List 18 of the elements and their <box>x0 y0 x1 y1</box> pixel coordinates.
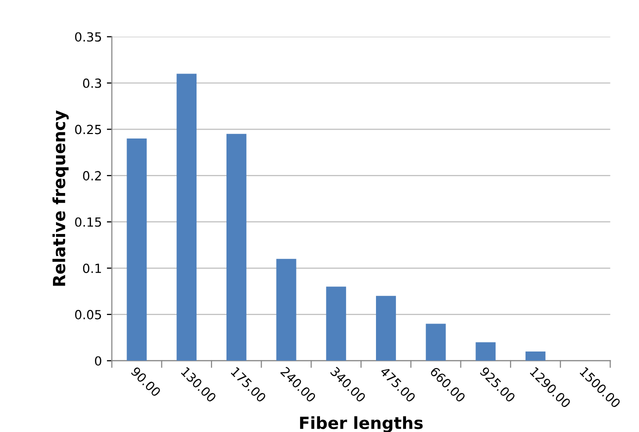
bar <box>426 324 446 361</box>
y-tick-label: 0.2 <box>83 171 101 181</box>
bar <box>226 134 246 361</box>
y-tick-label: 0.15 <box>75 217 102 227</box>
bar <box>526 351 546 361</box>
y-tick-label: 0.35 <box>75 32 102 42</box>
y-axis-title: Relative frequency <box>52 110 69 286</box>
y-tick-label: 0.1 <box>83 264 101 274</box>
bar <box>476 342 496 361</box>
bar <box>376 296 396 361</box>
bar <box>326 286 346 361</box>
y-tick-label: 0.05 <box>75 310 102 320</box>
y-tick-label: 0 <box>94 356 102 366</box>
y-tick-label: 0.3 <box>83 78 102 88</box>
bar <box>126 138 147 361</box>
y-tick-label: 0.25 <box>75 124 102 134</box>
bar <box>276 258 296 361</box>
bar <box>176 74 197 361</box>
